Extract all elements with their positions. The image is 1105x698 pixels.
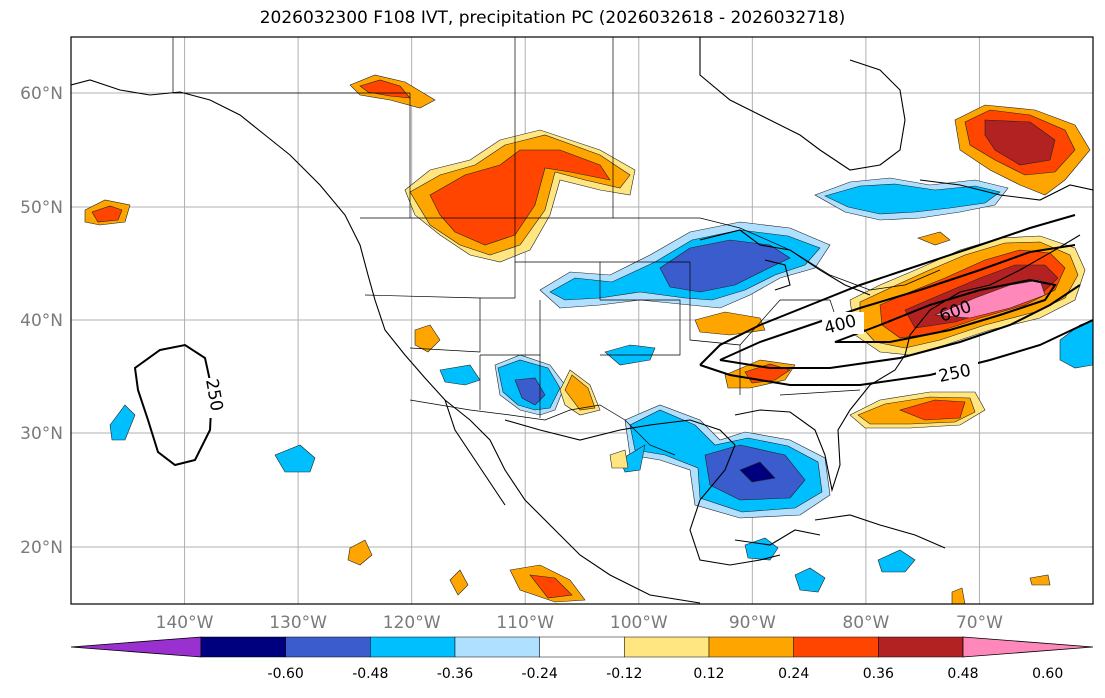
coastline-gulf — [504, 419, 781, 566]
negative-anomaly-atlantic-east — [1059, 319, 1093, 369]
latitude-labels: 60°N 50°N 40°N 30°N 20°N — [20, 84, 63, 558]
longitude-label: 120°W — [383, 613, 441, 633]
colorbar-tick-label: -0.60 — [268, 666, 304, 682]
latitude-label: 30°N — [20, 424, 63, 444]
latitude-label: 50°N — [20, 198, 63, 218]
latitude-label: 20°N — [20, 538, 63, 558]
longitude-label: 130°W — [269, 613, 327, 633]
colorbar-extend-high — [962, 636, 1094, 658]
longitude-label: 100°W — [610, 613, 668, 633]
political-borders — [172, 37, 941, 456]
colorbar-swatch — [793, 636, 879, 658]
positive-anomaly-prairies-core — [429, 149, 611, 246]
precip-shading — [84, 74, 1093, 604]
longitude-label: 70°W — [956, 613, 1003, 633]
ivt-contour-labels: 250 400 600 250 — [197, 297, 978, 418]
colorbar-swatch — [878, 636, 964, 658]
coastline-hudson — [699, 37, 906, 171]
us-canada-border — [360, 217, 941, 291]
colorbar-tick-label: -0.24 — [522, 666, 558, 682]
positive-anomaly-ohio — [694, 311, 766, 336]
us-mexico-border — [409, 399, 676, 456]
colorbar-tick-label: 0.24 — [778, 666, 809, 682]
colorbar-swatch — [285, 636, 371, 658]
colorbar-tick-label: 0.48 — [947, 666, 978, 682]
colorbar-swatch — [200, 636, 286, 658]
ivt-contour-250-pacific — [133, 343, 214, 467]
colorbar-tick-label: 0.36 — [863, 666, 894, 682]
coastlines — [71, 37, 1093, 604]
map-title: 2026032300 F108 IVT, precipitation PC (2… — [259, 8, 846, 28]
colorbar-tick-label: -0.48 — [352, 666, 388, 682]
colorbar-tick-labels: -0.60 -0.48 -0.36 -0.24 -0.12 0.12 0.24 0.36 0.4… — [268, 666, 1064, 682]
ivt-contour-250-east — [699, 214, 1093, 386]
coastline-east — [734, 234, 1081, 493]
ivt-contour-400 — [719, 244, 1081, 369]
coastline-west — [71, 79, 701, 604]
coastline-cuba — [814, 514, 946, 549]
longitude-label: 80°W — [842, 613, 889, 633]
coastline-baja — [444, 399, 506, 506]
colorbar-extend-low — [70, 636, 202, 658]
colorbar-tick-label: -0.36 — [437, 666, 473, 682]
colorbar-tick-label: 0.12 — [693, 666, 724, 682]
latitude-label: 60°N — [20, 84, 63, 104]
negative-anomaly-caribbean — [744, 537, 779, 561]
longitude-label: 90°W — [729, 613, 776, 633]
colorbar-swatch — [708, 636, 794, 658]
colorbar-tick-label: -0.12 — [606, 666, 642, 682]
longitude-label: 110°W — [496, 613, 554, 633]
latitude-label: 40°N — [20, 311, 63, 331]
colorbar-swatch — [370, 636, 456, 658]
colorbar — [70, 636, 1094, 658]
longitude-labels: 140°W 130°W 120°W 110°W 100°W 90°W 80°W 70°W — [156, 613, 1003, 633]
negative-anomaly-pacific-1 — [109, 404, 136, 441]
longitude-label: 140°W — [156, 613, 214, 633]
colorbar-swatch — [624, 636, 710, 658]
ivt-contour-600 — [834, 278, 1057, 343]
colorbar-swatch — [454, 636, 540, 658]
map-frame — [70, 36, 1094, 605]
ivt-contours — [133, 214, 1093, 467]
colorbar-swatch — [539, 636, 625, 658]
colorbar-tick-label: 0.60 — [1032, 666, 1063, 682]
negative-anomaly-pacific-2 — [274, 444, 316, 473]
